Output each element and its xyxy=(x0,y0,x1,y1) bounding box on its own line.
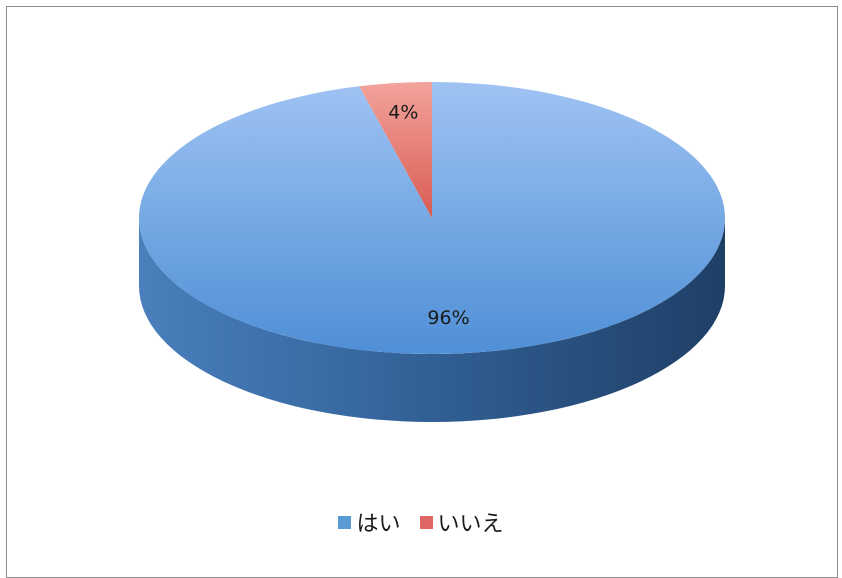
legend-label-hai: はい xyxy=(356,512,401,537)
legend-item-iie: いいえ xyxy=(419,506,504,538)
pie-side-surface xyxy=(139,218,725,422)
pie-slice-iie xyxy=(359,82,432,218)
pie-slice-hai xyxy=(138,82,725,354)
data-label-hai: 96% xyxy=(427,307,469,329)
data-label-iie: 4% xyxy=(388,101,418,123)
pie-side-wall xyxy=(139,218,725,422)
legend-label-iie: いいえ xyxy=(437,512,504,537)
legend: はい いいえ xyxy=(0,506,842,538)
legend-item-hai: はい xyxy=(338,506,401,538)
legend-swatch-iie xyxy=(419,515,433,529)
legend-swatch-hai xyxy=(338,515,352,529)
